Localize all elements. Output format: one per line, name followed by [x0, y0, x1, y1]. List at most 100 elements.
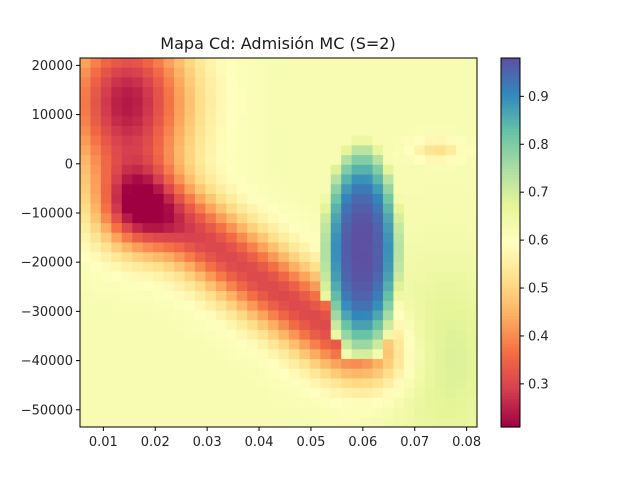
heatmap-cell [435, 271, 447, 282]
heatmap-cell [184, 271, 196, 282]
heatmap-cell [424, 67, 436, 79]
heatmap-cell [445, 329, 457, 341]
heatmap-cell [403, 174, 415, 185]
heatmap-cell [288, 397, 300, 409]
heatmap-cell [320, 155, 332, 166]
heatmap-cell [132, 242, 144, 253]
heatmap-cell [142, 125, 154, 137]
heatmap-cell [330, 339, 342, 350]
heatmap-cell [257, 213, 269, 224]
heatmap-cell [132, 261, 144, 273]
heatmap-cell [466, 359, 478, 370]
heatmap-cell [330, 213, 342, 224]
heatmap-cell [278, 252, 290, 263]
heatmap-cell [247, 155, 259, 166]
heatmap-cell [226, 368, 238, 380]
colorbar-segment [501, 220, 520, 225]
heatmap-cell [174, 261, 186, 273]
heatmap-cell [435, 174, 447, 185]
heatmap-cell [90, 271, 102, 282]
heatmap-cell [80, 339, 92, 350]
heatmap-cell [268, 320, 280, 331]
heatmap-cell [330, 174, 342, 185]
heatmap-cell [247, 291, 259, 302]
heatmap-cell [226, 397, 238, 409]
heatmap-cell [445, 155, 457, 166]
heatmap-cell [268, 388, 280, 399]
heatmap-cell [174, 252, 186, 263]
heatmap-cell [184, 203, 196, 214]
heatmap-cell [393, 125, 405, 137]
heatmap-cell [268, 407, 280, 418]
heatmap-cell [247, 329, 259, 341]
heatmap-cell [351, 203, 363, 214]
heatmap-cell [393, 242, 405, 253]
heatmap-cell [142, 174, 154, 185]
heatmap-cell [341, 116, 353, 127]
heatmap-cell [424, 349, 436, 360]
heatmap-cell [121, 223, 133, 234]
heatmap-cell [278, 242, 290, 253]
heatmap-cell [382, 310, 395, 321]
heatmap-cell [414, 281, 426, 292]
heatmap-cell [288, 223, 300, 234]
heatmap-cell [121, 213, 133, 224]
heatmap-cell [153, 339, 165, 350]
heatmap-cell [184, 67, 196, 79]
heatmap-cell [330, 116, 342, 127]
colorbar [501, 58, 520, 428]
heatmap-cell [288, 174, 300, 185]
heatmap-cell [121, 203, 133, 214]
colorbar-segment [501, 334, 520, 339]
heatmap-cell [80, 310, 92, 321]
heatmap-cell [393, 96, 405, 108]
colorbar-segment [501, 104, 520, 108]
heatmap-cell [268, 261, 280, 273]
heatmap-cell [194, 310, 206, 321]
heatmap-cell [226, 135, 238, 146]
heatmap-cell [184, 407, 196, 418]
heatmap-cell [466, 58, 478, 69]
heatmap-cell [215, 252, 227, 263]
heatmap-cell [382, 106, 395, 117]
heatmap-cell [90, 252, 102, 263]
heatmap-cell [90, 77, 102, 88]
heatmap-cell [382, 116, 395, 127]
heatmap-cell [90, 145, 102, 156]
heatmap-cell [257, 329, 269, 341]
heatmap-cell [247, 106, 259, 117]
y-tick-label: 10000 [32, 108, 73, 123]
heatmap-cell [299, 368, 311, 380]
heatmap-cell [424, 87, 436, 98]
heatmap-cell [226, 252, 238, 263]
heatmap-cell [111, 291, 123, 302]
heatmap-cell [100, 223, 112, 234]
heatmap-cell [382, 329, 395, 341]
heatmap-cell [456, 164, 468, 176]
heatmap-cell [435, 378, 447, 389]
heatmap-cell [268, 281, 280, 292]
colorbar-segment [501, 205, 520, 210]
heatmap-cell [456, 378, 468, 389]
heatmap-cell [236, 349, 248, 360]
heatmap-cell [362, 417, 374, 428]
heatmap-cell [194, 349, 206, 360]
heatmap-cell [320, 388, 332, 399]
heatmap-cell [372, 145, 384, 156]
heatmap-cell [111, 135, 123, 146]
heatmap-cell [424, 339, 436, 350]
colorbar-segment [501, 307, 520, 311]
heatmap-cell [320, 281, 332, 292]
heatmap-cell [80, 67, 92, 79]
heatmap-cell [90, 349, 102, 360]
heatmap-cell [132, 252, 144, 263]
heatmap-cell [247, 339, 259, 350]
heatmap-cell [80, 252, 92, 263]
heatmap-cell [142, 388, 154, 399]
heatmap-cell [403, 300, 415, 312]
heatmap-cell [90, 67, 102, 79]
heatmap-cell [142, 407, 154, 418]
heatmap-cell [456, 281, 468, 292]
heatmap-cell [299, 213, 311, 224]
heatmap-cell [184, 164, 196, 176]
